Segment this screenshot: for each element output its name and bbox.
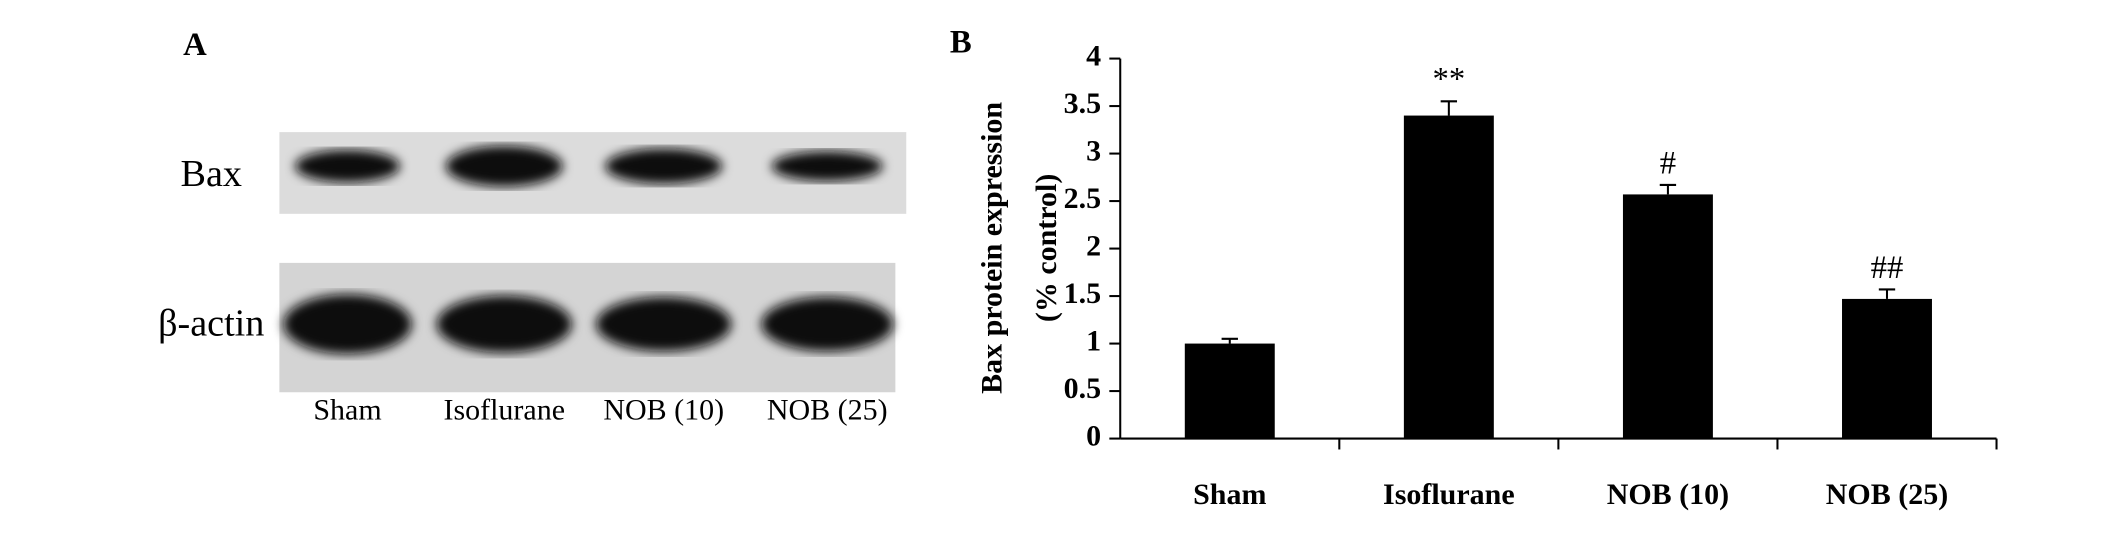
y-axis-label: Bax protein expression xyxy=(976,102,1009,394)
error-bar xyxy=(1878,288,1896,299)
error-bar xyxy=(1659,183,1677,195)
lane-label: NOB (10) xyxy=(603,394,724,427)
band xyxy=(283,294,412,355)
band xyxy=(596,296,732,352)
lane-label: Sham xyxy=(313,394,381,427)
error-bar xyxy=(1221,337,1238,344)
y-tick-label: 1 xyxy=(1086,324,1101,357)
bar xyxy=(1403,115,1494,439)
y-tick-label: 1.5 xyxy=(1064,277,1101,310)
band xyxy=(445,145,563,187)
band xyxy=(605,148,723,184)
band xyxy=(771,151,883,182)
y-tick-label: 2.5 xyxy=(1064,182,1101,215)
band xyxy=(436,295,572,353)
row-label: β-actin xyxy=(158,303,264,345)
error-bar xyxy=(1440,100,1458,116)
y-tick-label: 0 xyxy=(1086,419,1101,452)
annotation: ## xyxy=(1871,250,1904,286)
y-tick-label: 2 xyxy=(1086,229,1101,262)
y-tick-label: 4 xyxy=(1086,39,1101,72)
band xyxy=(295,149,400,183)
panel-a: A Bax β-actin Sham Isoflurane NOB (10) NOB … xyxy=(158,27,907,427)
band xyxy=(761,296,894,352)
x-tick-label: Isoflurane xyxy=(1383,478,1515,511)
row-label: Bax xyxy=(181,153,242,195)
panel-b: B Bax protein expression (% control) 0 0.… xyxy=(950,24,1998,511)
panel-label: A xyxy=(183,27,207,63)
y-tick-label: 3 xyxy=(1086,134,1101,167)
lane-label: Isoflurane xyxy=(443,394,565,427)
y-tick-label: 3.5 xyxy=(1064,87,1101,120)
bar xyxy=(1622,194,1713,439)
annotation: ** xyxy=(1433,62,1466,98)
bar xyxy=(1184,343,1275,439)
lane-label: NOB (25) xyxy=(767,394,888,427)
x-tick-label: NOB (25) xyxy=(1826,478,1948,511)
bar xyxy=(1842,298,1932,439)
panel-label: B xyxy=(950,24,972,60)
x-tick-label: Sham xyxy=(1193,478,1266,511)
x-tick-label: NOB (10) xyxy=(1607,478,1729,511)
annotation: # xyxy=(1660,145,1676,181)
y-tick-label: 0.5 xyxy=(1064,372,1101,405)
y-axis-label: (% control) xyxy=(1030,174,1063,322)
